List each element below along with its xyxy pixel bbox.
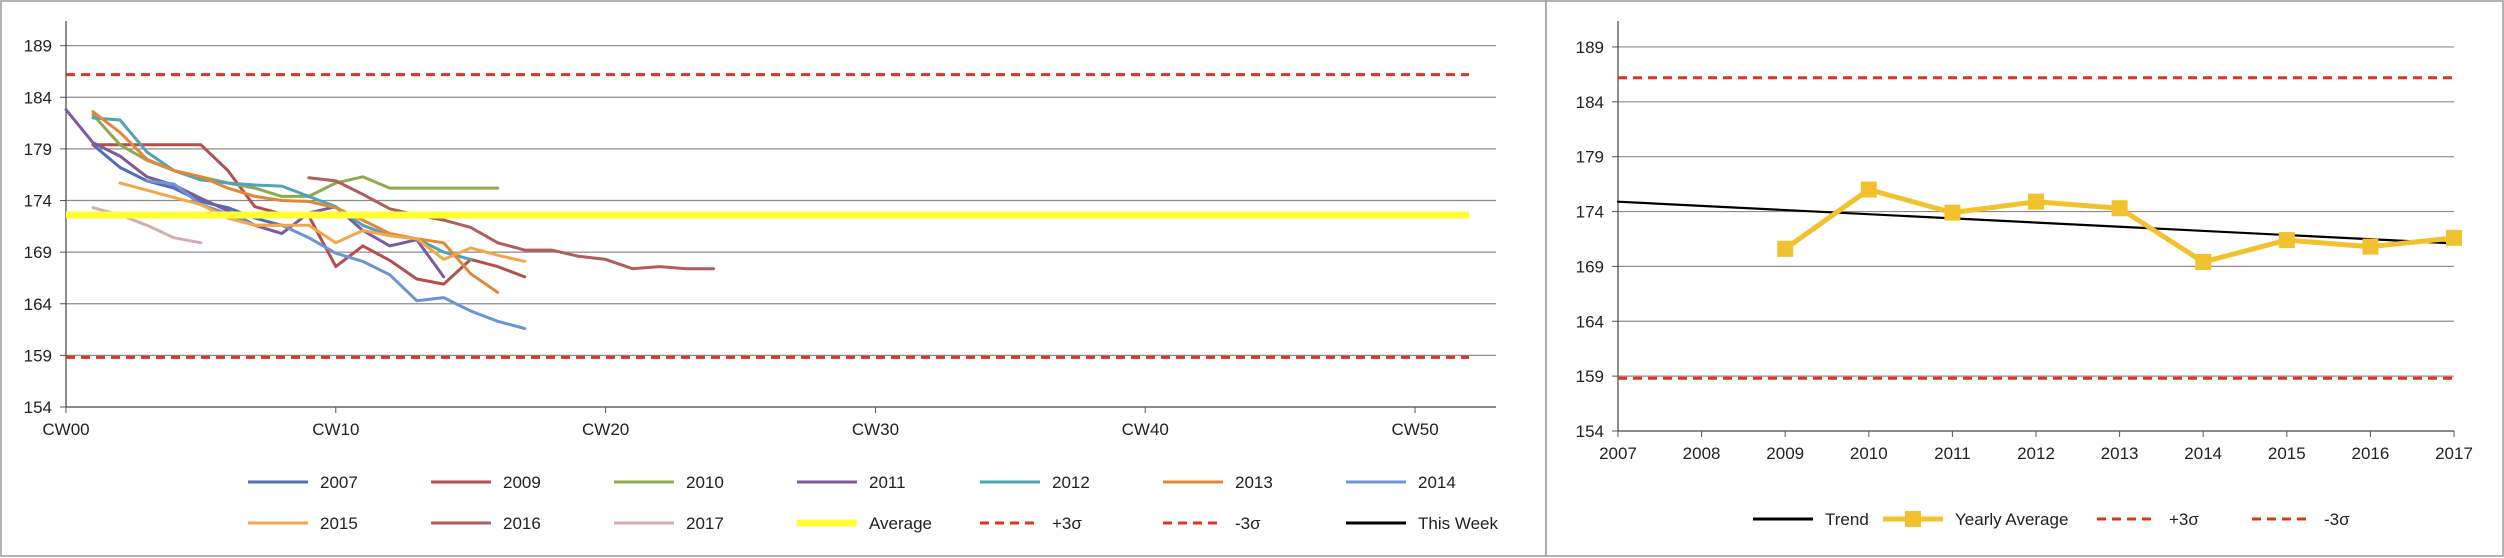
legend-label: Average xyxy=(869,514,932,533)
y-tick-label: 159 xyxy=(24,346,52,365)
y-tick-label: 179 xyxy=(24,140,52,159)
x-tick-label: 2012 xyxy=(2017,444,2055,463)
x-tick-label: 2009 xyxy=(1766,444,1804,463)
legend-label: This Week xyxy=(1418,514,1498,533)
legend-item-2013: 2013 xyxy=(1163,473,1273,492)
data-point-yearly-average xyxy=(1777,240,1794,257)
y-tick-label: 184 xyxy=(24,88,52,107)
x-tick-label: CW40 xyxy=(1122,420,1169,439)
y-tick-label: 169 xyxy=(1576,257,1604,276)
data-point-yearly-average xyxy=(1860,181,1877,198)
y-tick-label: 179 xyxy=(1576,148,1604,167)
legend-marker xyxy=(1905,511,1921,527)
y-tick-label: 159 xyxy=(1576,367,1604,386)
y-tick-label: 189 xyxy=(24,37,52,56)
legend-label: 2012 xyxy=(1052,473,1090,492)
legend-label: +3σ xyxy=(2169,510,2199,529)
legend-item-yearly-average: Yearly Average xyxy=(1883,510,2068,529)
legend-label: 2007 xyxy=(320,473,358,492)
y-tick-label: 169 xyxy=(24,243,52,262)
left-panel-frame xyxy=(0,0,1547,557)
legend-item-2010: 2010 xyxy=(614,473,724,492)
y-tick-label: 174 xyxy=(24,192,52,211)
y-tick-label: 164 xyxy=(24,295,52,314)
legend-item-2011: 2011 xyxy=(797,473,906,492)
x-tick-label: CW20 xyxy=(582,420,629,439)
series-line-2013 xyxy=(91,110,500,294)
x-tick-label: CW30 xyxy=(852,420,899,439)
right-panel-frame xyxy=(1545,0,2504,557)
legend-label: 2009 xyxy=(503,473,541,492)
x-tick-label: CW50 xyxy=(1391,420,1438,439)
x-tick-label: 2017 xyxy=(2435,444,2473,463)
y-tick-label: 154 xyxy=(24,398,52,417)
legend-item-2007: 2007 xyxy=(248,473,358,492)
legend-label: Yearly Average xyxy=(1955,510,2068,529)
legend-label: 2014 xyxy=(1418,473,1456,492)
legend-item-2009: 2009 xyxy=(431,473,541,492)
legend-label: +3σ xyxy=(1052,514,1082,533)
weekly-chart: 154 159 164 169 174 179 184 189 CW00 CW10 CW20 CW30… xyxy=(24,21,1498,533)
legend-label: 2016 xyxy=(503,514,541,533)
legend-item-average: Average xyxy=(797,514,932,533)
series-line-2015 xyxy=(118,181,527,263)
legend-label: 2017 xyxy=(686,514,724,533)
data-point-yearly-average xyxy=(2278,232,2295,249)
data-point-yearly-average xyxy=(1944,204,1961,221)
y-tick-label: 154 xyxy=(1576,422,1604,441)
legend-item-2012: 2012 xyxy=(980,473,1090,492)
data-point-yearly-average xyxy=(2195,254,2212,271)
legend-label: -3σ xyxy=(2324,510,2350,529)
legend-item-2014: 2014 xyxy=(1346,473,1456,492)
legend-item-plus-3-sigma: +3σ xyxy=(2097,510,2199,529)
series-line-2016 xyxy=(307,176,715,271)
yearly-chart: 154 159 164 169 174 179 184 189 2007 2008 2009 2010… xyxy=(1576,21,2473,529)
legend-label: Trend xyxy=(1825,510,1869,529)
x-tick-label: 2010 xyxy=(1850,444,1888,463)
legend-label: 2010 xyxy=(686,473,724,492)
data-point-yearly-average xyxy=(2362,238,2379,255)
x-tick-label: 2011 xyxy=(1934,444,1971,463)
legend-item-2016: 2016 xyxy=(431,514,541,533)
y-tick-label: 184 xyxy=(1576,93,1604,112)
x-tick-label: 2008 xyxy=(1683,444,1721,463)
y-tick-label: 164 xyxy=(1576,312,1604,331)
x-tick-label: CW00 xyxy=(42,420,89,439)
data-point-yearly-average xyxy=(2028,193,2044,210)
legend-item-2017: 2017 xyxy=(614,514,724,533)
legend-label: 2015 xyxy=(320,514,358,533)
series-line-trend xyxy=(1616,200,2456,245)
x-tick-label: 2013 xyxy=(2101,444,2139,463)
legend-item-plus-3-sigma: +3σ xyxy=(980,514,1082,533)
x-tick-label: 2014 xyxy=(2184,444,2222,463)
y-tick-label: 174 xyxy=(1576,203,1604,222)
legend-label: 2011 xyxy=(869,473,906,492)
x-tick-label: 2015 xyxy=(2268,444,2306,463)
x-tick-label: 2007 xyxy=(1599,444,1637,463)
legend-item-minus-3-sigma: -3σ xyxy=(1163,514,1261,533)
legend-item-this-week: This Week xyxy=(1346,514,1498,533)
legend-item-2015: 2015 xyxy=(248,514,358,533)
legend-label: -3σ xyxy=(1235,514,1261,533)
data-point-yearly-average xyxy=(2446,229,2462,246)
legend-item-minus-3-sigma: -3σ xyxy=(2252,510,2350,529)
y-tick-label: 189 xyxy=(1576,38,1604,57)
x-tick-label: 2016 xyxy=(2351,444,2389,463)
legend-item-trend: Trend xyxy=(1753,510,1869,529)
legend-label: 2013 xyxy=(1235,473,1273,492)
data-point-yearly-average xyxy=(2111,200,2128,217)
x-tick-label: CW10 xyxy=(312,420,359,439)
